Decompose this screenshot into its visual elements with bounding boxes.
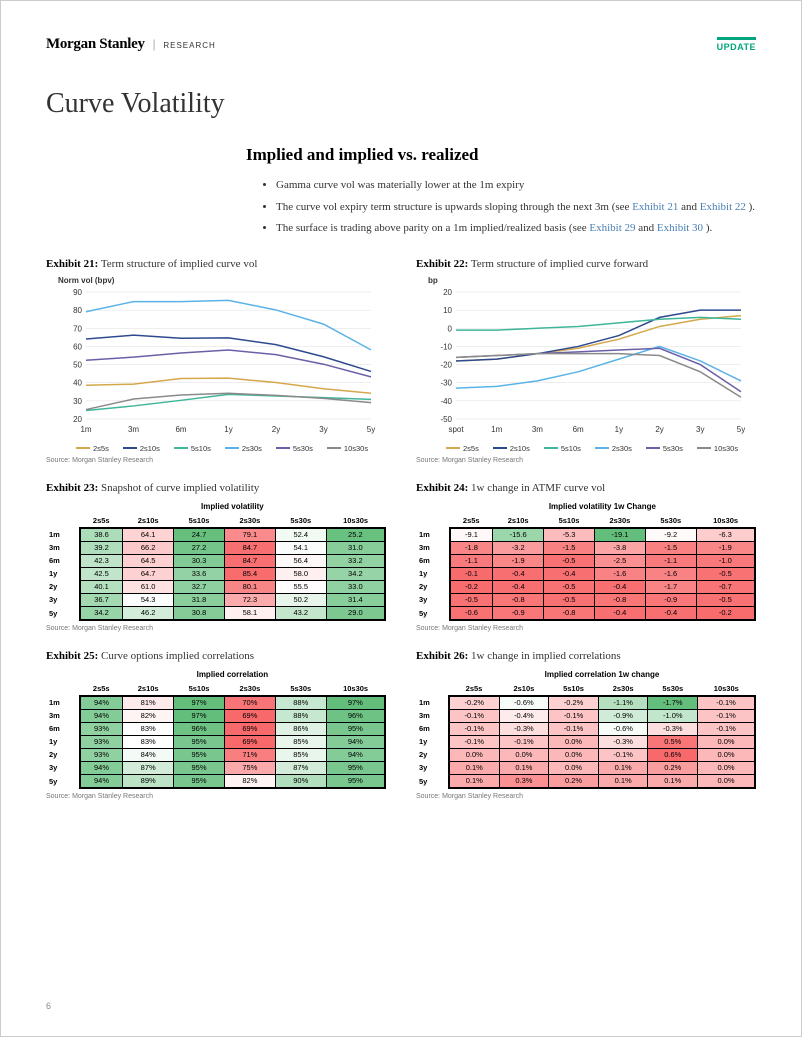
- exhibit-title: Exhibit 22: Term structure of implied cu…: [416, 258, 756, 270]
- svg-text:1m: 1m: [80, 425, 91, 434]
- svg-text:-30: -30: [440, 378, 452, 387]
- exhibit-24: Exhibit 24: 1w change in ATMF curve vol …: [416, 482, 756, 642]
- legend-item: 5s10s: [544, 444, 581, 453]
- heatmap-table: Implied correlation2s5s2s10s5s10s2s30s5s…: [46, 668, 386, 789]
- svg-text:20: 20: [73, 415, 82, 424]
- svg-text:5y: 5y: [367, 425, 375, 434]
- line-chart: -50 -40 -30 -20 -10 0 10 20 spot 1m 3m 6m 1y 2y 3y 5y: [416, 287, 756, 437]
- source-text: Source: Morgan Stanley Research: [46, 793, 386, 800]
- source-text: Source: Morgan Stanley Research: [46, 457, 386, 464]
- bullet-item: The surface is trading above parity on a…: [276, 220, 756, 238]
- svg-text:6m: 6m: [573, 425, 584, 434]
- page-title: Curve Volatility: [46, 88, 756, 120]
- legend: 2s5s 2s10s 5s10s 2s30s 5s30s 10s30s: [46, 444, 386, 453]
- exhibit-title: Exhibit 23: Snapshot of curve implied vo…: [46, 482, 386, 494]
- legend-item: 10s30s: [327, 444, 368, 453]
- svg-text:3y: 3y: [319, 425, 327, 434]
- svg-text:80: 80: [73, 306, 82, 315]
- svg-text:3m: 3m: [128, 425, 139, 434]
- legend-item: 2s30s: [595, 444, 632, 453]
- svg-text:50: 50: [73, 360, 82, 369]
- exhibit-title: Exhibit 26: 1w change in implied correla…: [416, 650, 756, 662]
- exhibit-title: Exhibit 21: Term structure of implied cu…: [46, 258, 386, 270]
- svg-text:-20: -20: [440, 360, 452, 369]
- svg-text:60: 60: [73, 342, 82, 351]
- page-number: 6: [46, 1001, 51, 1011]
- svg-text:5y: 5y: [737, 425, 745, 434]
- svg-text:3y: 3y: [696, 425, 704, 434]
- legend-item: 2s30s: [225, 444, 262, 453]
- chart-ylabel: Norm vol (bpv): [58, 276, 386, 285]
- exhibit-25: Exhibit 25: Curve options implied correl…: [46, 650, 386, 810]
- legend-item: 5s30s: [646, 444, 683, 453]
- exhibit-21: Exhibit 21: Term structure of implied cu…: [46, 258, 386, 474]
- exhibit-22: Exhibit 22: Term structure of implied cu…: [416, 258, 756, 474]
- svg-text:-50: -50: [440, 415, 452, 424]
- bullet-item: Gamma curve vol was materially lower at …: [276, 177, 756, 195]
- svg-text:1y: 1y: [615, 425, 623, 434]
- exhibits-row-tables-1: Exhibit 23: Snapshot of curve implied vo…: [46, 482, 756, 642]
- svg-text:3m: 3m: [532, 425, 543, 434]
- svg-text:90: 90: [73, 288, 82, 297]
- exhibit-link[interactable]: Exhibit 22: [700, 201, 746, 213]
- legend-item: 2s10s: [493, 444, 530, 453]
- exhibit-link[interactable]: Exhibit 30: [657, 222, 703, 234]
- svg-text:2y: 2y: [655, 425, 663, 434]
- page: Morgan Stanley | RESEARCH UPDATE Curve V…: [0, 0, 802, 1037]
- svg-text:20: 20: [443, 288, 452, 297]
- source-text: Source: Morgan Stanley Research: [46, 625, 386, 632]
- exhibit-link[interactable]: Exhibit 21: [632, 201, 678, 213]
- exhibit-title: Exhibit 24: 1w change in ATMF curve vol: [416, 482, 756, 494]
- legend: 2s5s 2s10s 5s10s 2s30s 5s30s 10s30s: [416, 444, 756, 453]
- svg-text:2y: 2y: [272, 425, 280, 434]
- svg-text:70: 70: [73, 324, 82, 333]
- exhibits-row-tables-2: Exhibit 25: Curve options implied correl…: [46, 650, 756, 810]
- section-subtitle: Implied and implied vs. realized: [246, 145, 756, 165]
- bullet-item: The curve vol expiry term structure is u…: [276, 199, 756, 217]
- brand-sub: RESEARCH: [163, 41, 215, 50]
- bullet-list: Gamma curve vol was materially lower at …: [276, 177, 756, 238]
- exhibit-23: Exhibit 23: Snapshot of curve implied vo…: [46, 482, 386, 642]
- heatmap-table: Implied correlation 1w change2s5s2s10s5s…: [416, 668, 756, 789]
- brand: Morgan Stanley | RESEARCH: [46, 36, 216, 53]
- svg-text:-10: -10: [440, 342, 452, 351]
- legend-item: 2s10s: [123, 444, 160, 453]
- svg-text:1m: 1m: [491, 425, 502, 434]
- svg-text:spot: spot: [448, 425, 464, 434]
- legend-item: 5s10s: [174, 444, 211, 453]
- heatmap-table: Implied volatility 1w Change2s5s2s10s5s1…: [416, 500, 756, 621]
- exhibit-26: Exhibit 26: 1w change in implied correla…: [416, 650, 756, 810]
- svg-text:10: 10: [443, 306, 452, 315]
- chart-ylabel: bp: [428, 276, 756, 285]
- source-text: Source: Morgan Stanley Research: [416, 793, 756, 800]
- legend-item: 2s5s: [446, 444, 479, 453]
- svg-text:30: 30: [73, 397, 82, 406]
- brand-name: Morgan Stanley: [46, 36, 145, 53]
- update-badge: UPDATE: [717, 37, 756, 52]
- line-chart: 20 30 40 50 60 70 80 90 1m 3m 6m 1y 2y 3y 5y: [46, 287, 386, 437]
- exhibit-title: Exhibit 25: Curve options implied correl…: [46, 650, 386, 662]
- legend-item: 5s30s: [276, 444, 313, 453]
- brand-sep: |: [153, 36, 156, 52]
- svg-text:-40: -40: [440, 397, 452, 406]
- svg-text:6m: 6m: [175, 425, 186, 434]
- heatmap-table: Implied volatility2s5s2s10s5s10s2s30s5s3…: [46, 500, 386, 621]
- svg-text:0: 0: [448, 324, 453, 333]
- svg-text:1y: 1y: [224, 425, 232, 434]
- exhibit-link[interactable]: Exhibit 29: [589, 222, 635, 234]
- svg-text:40: 40: [73, 378, 82, 387]
- header: Morgan Stanley | RESEARCH UPDATE: [46, 36, 756, 53]
- legend-item: 2s5s: [76, 444, 109, 453]
- exhibits-row-charts: Exhibit 21: Term structure of implied cu…: [46, 258, 756, 474]
- legend-item: 10s30s: [697, 444, 738, 453]
- source-text: Source: Morgan Stanley Research: [416, 457, 756, 464]
- source-text: Source: Morgan Stanley Research: [416, 625, 756, 632]
